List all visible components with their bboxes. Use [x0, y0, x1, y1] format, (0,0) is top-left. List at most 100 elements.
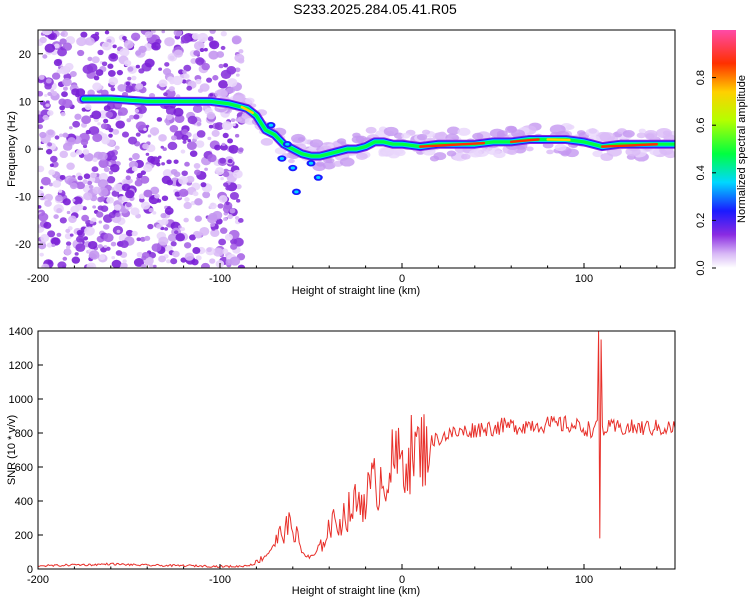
noise-blob — [64, 248, 72, 256]
noise-blob — [234, 133, 240, 138]
noise-blob — [187, 138, 192, 143]
x-tick-label: -100 — [209, 574, 231, 586]
noise-blob — [126, 118, 132, 123]
noise-blob — [110, 87, 116, 92]
noise-blob — [220, 31, 227, 37]
noise-blob — [59, 105, 66, 111]
noise-blob — [55, 194, 63, 202]
noise-blob — [52, 180, 62, 188]
noise-blob — [131, 75, 137, 81]
noise-blob — [47, 33, 56, 40]
noise-blob — [218, 195, 228, 203]
noise-blob — [53, 59, 63, 67]
noise-blob — [238, 147, 244, 153]
noise-blob — [62, 142, 73, 151]
noise-blob — [158, 79, 168, 88]
noise-blob — [184, 161, 190, 167]
noise-blob — [80, 138, 89, 146]
noise-blob — [85, 129, 91, 135]
noise-blob — [104, 30, 110, 35]
noise-blob — [80, 31, 88, 38]
noise-blob — [91, 166, 99, 173]
noise-blob — [44, 93, 48, 98]
noise-blob — [237, 217, 244, 223]
noise-blob — [111, 190, 120, 197]
noise-blob — [101, 41, 112, 51]
noise-blob — [200, 262, 210, 268]
noise-blob — [76, 181, 85, 190]
noise-blob — [206, 77, 213, 83]
noise-blob — [125, 189, 135, 199]
noise-blob — [195, 140, 205, 148]
noise-blob — [214, 144, 221, 151]
noise-blob — [226, 65, 237, 75]
noise-blob — [216, 51, 225, 58]
noise-blob — [183, 242, 192, 249]
noise-blob — [148, 207, 154, 213]
halo-blob — [638, 128, 646, 134]
halo-blob — [622, 130, 635, 138]
halo-blob — [260, 138, 274, 146]
noise-blob — [175, 233, 186, 242]
noise-blob — [42, 54, 48, 59]
noise-blob — [44, 43, 56, 53]
colorbar-label: Normalized spectral amplitude — [736, 75, 748, 223]
noise-blob — [101, 136, 110, 145]
noise-blob — [136, 237, 141, 242]
halo-blob — [309, 139, 324, 148]
halo-blob — [649, 148, 661, 156]
noise-blob — [227, 138, 233, 144]
noise-blob — [38, 146, 42, 151]
noise-blob — [230, 238, 238, 245]
noise-blob — [133, 114, 140, 120]
noise-blob — [192, 191, 199, 197]
noise-blob — [152, 211, 157, 215]
noise-blob — [161, 30, 166, 34]
noise-blob — [154, 193, 160, 199]
noise-blob — [209, 202, 217, 210]
halo-blob — [554, 143, 567, 152]
noise-blob — [115, 120, 125, 129]
ridge-blob-core — [285, 142, 290, 146]
noise-blob — [191, 258, 199, 266]
noise-blob — [196, 130, 206, 138]
noise-blob — [184, 197, 190, 202]
noise-blob — [71, 198, 76, 202]
noise-blob — [183, 73, 190, 79]
snr-frame — [37, 330, 676, 570]
halo-blob — [565, 124, 575, 130]
noise-blob — [134, 179, 143, 187]
noise-blob — [156, 162, 161, 167]
halo-blob — [339, 157, 355, 167]
noise-blob — [74, 252, 79, 256]
noise-blob — [91, 56, 100, 64]
noise-blob — [181, 134, 189, 141]
noise-blob — [69, 233, 74, 237]
noise-blob — [121, 183, 131, 192]
noise-blob — [212, 75, 219, 81]
noise-blob — [160, 87, 165, 91]
halo-blob — [416, 133, 428, 141]
y-tick-label: 600 — [15, 462, 33, 474]
noise-blob — [147, 134, 152, 138]
noise-blob — [220, 45, 226, 50]
noise-blob — [229, 191, 239, 200]
ridge-peak — [419, 141, 486, 148]
noise-blob — [221, 121, 233, 131]
noise-blob — [143, 164, 153, 173]
noise-blob — [60, 30, 69, 38]
noise-blob — [180, 257, 187, 263]
noise-blob — [120, 262, 128, 268]
noise-blob — [228, 144, 239, 154]
noise-blob — [222, 171, 230, 178]
halo-blob — [356, 152, 368, 160]
noise-blob — [190, 58, 198, 64]
noise-blob — [58, 98, 67, 106]
x-tick-label: 100 — [575, 273, 593, 285]
halo-blob — [352, 132, 361, 138]
noise-blob — [81, 115, 92, 125]
noise-blob — [98, 173, 109, 182]
noise-blob — [196, 121, 202, 127]
y-tick-label: 1200 — [9, 360, 33, 372]
y-tick-label: 10 — [19, 96, 31, 108]
